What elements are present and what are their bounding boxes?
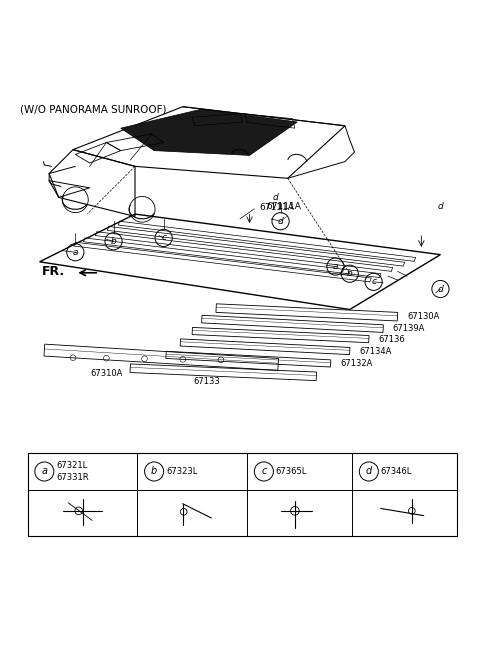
Text: 67111A: 67111A xyxy=(259,203,294,213)
Text: b: b xyxy=(111,237,117,246)
Text: c: c xyxy=(371,277,376,287)
Text: 67323L: 67323L xyxy=(166,467,197,476)
Text: 67139A: 67139A xyxy=(393,324,425,333)
Text: d: d xyxy=(278,216,283,226)
Text: (W/O PANORAMA SUNROOF): (W/O PANORAMA SUNROOF) xyxy=(21,105,167,115)
Text: b: b xyxy=(151,467,157,477)
Text: 67134A: 67134A xyxy=(360,346,392,355)
Text: 67136: 67136 xyxy=(378,334,405,344)
Text: b: b xyxy=(347,269,353,278)
Text: a: a xyxy=(72,248,78,257)
Text: 67132A: 67132A xyxy=(340,359,372,368)
Text: 67310A: 67310A xyxy=(90,369,122,379)
Text: d: d xyxy=(438,203,444,211)
Text: 67130A: 67130A xyxy=(407,312,439,321)
Text: 67365L: 67365L xyxy=(276,467,307,476)
Text: a: a xyxy=(333,262,338,271)
Text: c: c xyxy=(161,234,166,242)
Text: FR.: FR. xyxy=(42,265,65,278)
Text: d: d xyxy=(366,467,372,477)
Text: c: c xyxy=(261,467,266,477)
Text: a: a xyxy=(41,467,48,477)
Text: 67346L: 67346L xyxy=(381,467,412,476)
Text: 67321L
67331R: 67321L 67331R xyxy=(56,461,89,481)
Text: 67111A: 67111A xyxy=(266,202,301,211)
Text: d: d xyxy=(273,193,279,202)
Text: 67133: 67133 xyxy=(193,377,220,387)
Bar xyxy=(28,453,457,536)
Text: d: d xyxy=(438,285,444,293)
Polygon shape xyxy=(120,109,297,156)
